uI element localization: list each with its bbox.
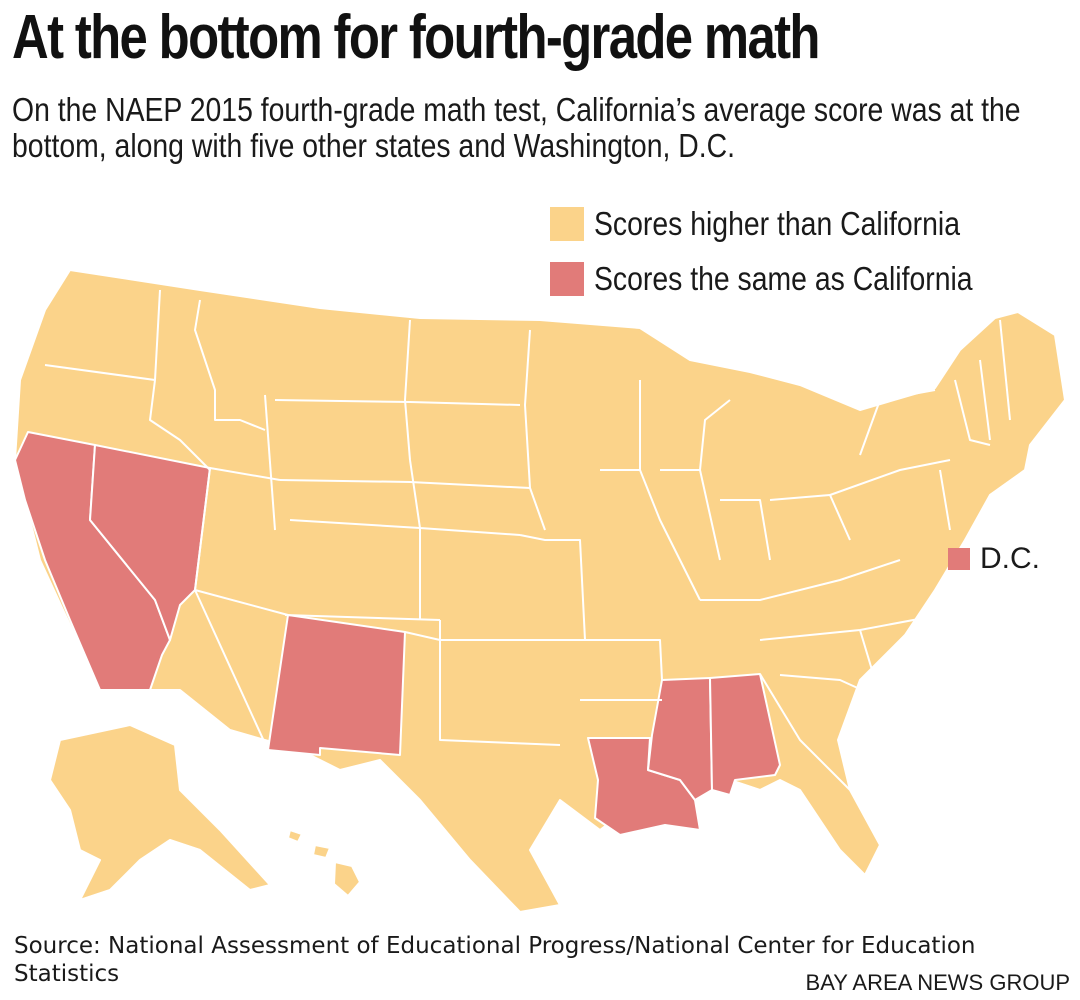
legend-swatch-higher: [550, 207, 584, 241]
legend-label-higher: Scores higher than California: [594, 205, 960, 242]
new-mexico-state: [267, 614, 406, 756]
source-note: Source: National Assessment of Education…: [14, 933, 976, 987]
legend-label-same: Scores the same as California: [594, 260, 973, 297]
credit-line: BAY AREA NEWS GROUP: [805, 970, 1070, 995]
map-landmass-higher: [14, 269, 1066, 913]
alaska-state: [49, 724, 271, 901]
dc-label: D.C.: [980, 542, 1040, 575]
state-borders: [44, 289, 1011, 791]
dc-marker: [948, 548, 970, 570]
map-title: At the bottom for fourth-grade math: [12, 3, 820, 72]
legend-item-higher: Scores higher than California: [550, 205, 1020, 243]
hawaii-state: [287, 829, 361, 897]
map-subtitle: On the NAEP 2015 fourth-grade math test,…: [12, 91, 1021, 164]
legend-item-same: Scores the same as California: [550, 260, 1034, 298]
legend-swatch-same: [550, 262, 584, 296]
alabama-state: [709, 673, 781, 796]
